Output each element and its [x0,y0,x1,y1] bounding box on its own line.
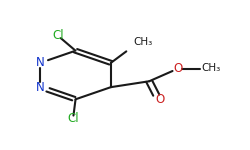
Text: CH₃: CH₃ [133,37,152,47]
Text: Cl: Cl [67,112,79,125]
Text: CH₃: CH₃ [201,63,220,73]
Text: N: N [36,56,44,69]
Text: N: N [36,81,44,94]
Text: O: O [156,93,165,106]
Text: Cl: Cl [52,30,64,42]
Text: O: O [173,62,182,75]
